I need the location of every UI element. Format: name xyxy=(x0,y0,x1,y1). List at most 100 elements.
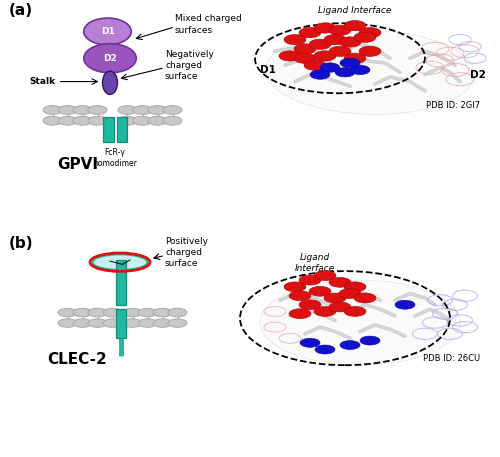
Circle shape xyxy=(315,345,335,354)
Circle shape xyxy=(314,271,336,281)
Circle shape xyxy=(329,277,351,287)
Text: Mixed charged
surfaces: Mixed charged surfaces xyxy=(175,15,242,35)
Ellipse shape xyxy=(92,255,148,270)
Circle shape xyxy=(340,58,360,68)
Circle shape xyxy=(73,308,92,317)
Text: D1: D1 xyxy=(260,65,276,75)
Circle shape xyxy=(320,63,340,72)
Circle shape xyxy=(163,116,182,125)
Circle shape xyxy=(118,106,137,114)
Circle shape xyxy=(88,308,107,317)
Circle shape xyxy=(299,300,321,310)
Circle shape xyxy=(73,319,92,327)
Circle shape xyxy=(339,289,361,298)
Circle shape xyxy=(73,106,92,114)
Circle shape xyxy=(395,300,415,309)
Circle shape xyxy=(168,319,187,327)
Circle shape xyxy=(344,307,366,316)
Bar xyxy=(104,117,114,142)
Circle shape xyxy=(43,116,62,125)
Ellipse shape xyxy=(266,30,474,114)
Ellipse shape xyxy=(102,71,118,95)
Circle shape xyxy=(153,308,172,317)
Circle shape xyxy=(310,70,330,79)
Circle shape xyxy=(329,46,351,56)
Circle shape xyxy=(344,282,366,292)
Circle shape xyxy=(344,53,366,64)
Circle shape xyxy=(294,53,316,64)
Text: D1: D1 xyxy=(100,27,114,36)
Text: CLEC-2: CLEC-2 xyxy=(48,352,108,367)
Circle shape xyxy=(58,116,77,125)
Text: (b): (b) xyxy=(9,236,34,251)
Circle shape xyxy=(58,106,77,114)
Circle shape xyxy=(309,287,331,296)
Text: Negatively
charged
surface: Negatively charged surface xyxy=(165,50,214,81)
Circle shape xyxy=(360,336,380,345)
Bar xyxy=(116,260,126,305)
Circle shape xyxy=(163,106,182,114)
Circle shape xyxy=(153,319,172,327)
Bar xyxy=(116,309,126,338)
Circle shape xyxy=(138,319,157,327)
Circle shape xyxy=(123,308,142,317)
Text: PDB ID: 26CU: PDB ID: 26CU xyxy=(423,354,480,363)
Text: GPVI: GPVI xyxy=(57,157,98,172)
Circle shape xyxy=(314,307,336,316)
Circle shape xyxy=(299,27,321,38)
Circle shape xyxy=(58,308,77,317)
Circle shape xyxy=(73,116,92,125)
Circle shape xyxy=(118,116,137,125)
Circle shape xyxy=(339,37,361,47)
Circle shape xyxy=(133,116,152,125)
Circle shape xyxy=(359,27,381,38)
Circle shape xyxy=(289,291,311,301)
Circle shape xyxy=(88,319,107,327)
Ellipse shape xyxy=(260,280,460,365)
Circle shape xyxy=(88,106,107,114)
Circle shape xyxy=(43,106,62,114)
Ellipse shape xyxy=(84,44,136,73)
Circle shape xyxy=(148,106,167,114)
Circle shape xyxy=(103,319,122,327)
Circle shape xyxy=(324,34,346,45)
Circle shape xyxy=(58,319,77,327)
Circle shape xyxy=(335,68,355,77)
Circle shape xyxy=(103,308,122,317)
Circle shape xyxy=(344,21,366,31)
Text: Ligand
Interface: Ligand Interface xyxy=(295,253,335,273)
Circle shape xyxy=(340,340,360,350)
Ellipse shape xyxy=(84,18,131,45)
Circle shape xyxy=(354,293,376,303)
Circle shape xyxy=(324,293,346,303)
Circle shape xyxy=(138,308,157,317)
Circle shape xyxy=(359,46,381,56)
Text: D2: D2 xyxy=(103,54,117,63)
Circle shape xyxy=(329,25,351,36)
Circle shape xyxy=(314,23,336,33)
Text: (a): (a) xyxy=(9,4,33,18)
Circle shape xyxy=(289,309,311,319)
Text: FcR-γ
homodimer: FcR-γ homodimer xyxy=(93,148,137,168)
Text: Ligand Interface: Ligand Interface xyxy=(318,6,392,15)
Circle shape xyxy=(314,51,336,61)
Circle shape xyxy=(284,34,306,45)
Text: Stalk: Stalk xyxy=(29,77,55,86)
Circle shape xyxy=(299,275,321,285)
Text: PDB ID: 2GI7: PDB ID: 2GI7 xyxy=(426,101,480,110)
Circle shape xyxy=(279,51,301,61)
Circle shape xyxy=(300,338,320,347)
Bar xyxy=(116,117,126,142)
Circle shape xyxy=(304,60,326,70)
Circle shape xyxy=(148,116,167,125)
Circle shape xyxy=(354,32,376,43)
Text: D2: D2 xyxy=(470,69,486,80)
Circle shape xyxy=(284,282,306,292)
Circle shape xyxy=(168,308,187,317)
Circle shape xyxy=(309,39,331,49)
Circle shape xyxy=(350,65,370,74)
Circle shape xyxy=(133,106,152,114)
Circle shape xyxy=(294,44,316,54)
Text: Positively
charged
surface: Positively charged surface xyxy=(165,237,208,268)
Circle shape xyxy=(88,116,107,125)
